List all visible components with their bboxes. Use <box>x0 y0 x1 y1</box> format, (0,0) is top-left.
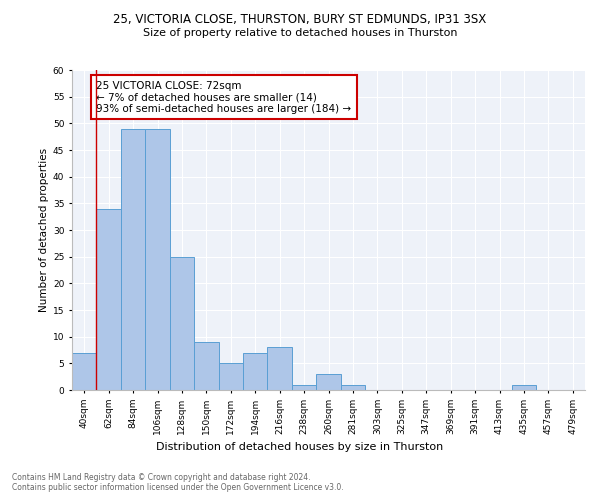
Bar <box>341 384 365 390</box>
Bar <box>145 128 170 390</box>
Bar <box>292 384 316 390</box>
Bar <box>72 352 97 390</box>
Bar <box>243 352 268 390</box>
Bar <box>316 374 341 390</box>
Bar <box>97 208 121 390</box>
Text: Size of property relative to detached houses in Thurston: Size of property relative to detached ho… <box>143 28 457 38</box>
Bar <box>268 348 292 390</box>
Text: Contains HM Land Registry data © Crown copyright and database right 2024.
Contai: Contains HM Land Registry data © Crown c… <box>12 473 344 492</box>
Bar <box>218 364 243 390</box>
Text: 25 VICTORIA CLOSE: 72sqm
← 7% of detached houses are smaller (14)
93% of semi-de: 25 VICTORIA CLOSE: 72sqm ← 7% of detache… <box>97 80 352 114</box>
Text: Distribution of detached houses by size in Thurston: Distribution of detached houses by size … <box>157 442 443 452</box>
Bar <box>121 128 145 390</box>
Bar <box>170 256 194 390</box>
Bar <box>194 342 218 390</box>
Y-axis label: Number of detached properties: Number of detached properties <box>38 148 49 312</box>
Text: 25, VICTORIA CLOSE, THURSTON, BURY ST EDMUNDS, IP31 3SX: 25, VICTORIA CLOSE, THURSTON, BURY ST ED… <box>113 12 487 26</box>
Bar <box>512 384 536 390</box>
